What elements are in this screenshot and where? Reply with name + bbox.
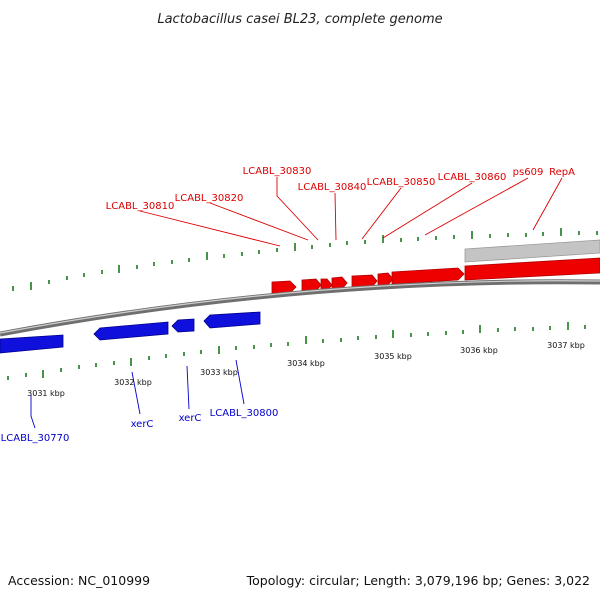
gene-arrow-LCABL-30810[interactable] <box>271 280 297 295</box>
gene-label-LCABL-30840[interactable]: LCABL_30840 <box>298 182 367 193</box>
gene-arrow-RepA[interactable] <box>464 257 600 281</box>
gene-arrow-ps609[interactable] <box>391 267 465 285</box>
gene-label-LCABL-30820[interactable]: LCABL_30820 <box>175 193 244 204</box>
tick-label-3034: 3034 kbp <box>287 359 325 368</box>
inner-tick-track <box>7 322 586 380</box>
gene-label-LCABL-30830[interactable]: LCABL_30830 <box>243 166 312 177</box>
gene-arrow-LCABL-30770[interactable] <box>0 334 64 354</box>
gene-arrow-xerC-2[interactable] <box>171 318 195 333</box>
gene-label-ps609[interactable]: ps609 <box>513 167 544 178</box>
gene-label-LCABL-30800[interactable]: LCABL_30800 <box>210 408 279 419</box>
forward-gene-track <box>271 257 600 295</box>
accession-text: Accession: NC_010999 <box>8 573 150 588</box>
gene-arrow-LCABL-30860[interactable] <box>377 272 394 287</box>
gene-arrow-LCABL-30820[interactable] <box>301 278 322 293</box>
gene-arrow-LCABL-30800[interactable] <box>203 311 261 329</box>
gene-label-LCABL-30770[interactable]: LCABL_30770 <box>1 433 70 444</box>
gene-label-RepA[interactable]: RepA <box>549 167 575 178</box>
genome-summary-text: Topology: circular; Length: 3,079,196 bp… <box>246 573 590 588</box>
gene-label-xerC-2[interactable]: xerC <box>179 413 202 424</box>
tick-label-3037: 3037 kbp <box>547 341 585 350</box>
reverse-leader-lines <box>30 359 245 429</box>
map-title: Lactobacillus casei BL23, complete genom… <box>157 12 442 27</box>
gene-arrow-LCABL-30850[interactable] <box>351 274 378 289</box>
gene-label-LCABL-30810[interactable]: LCABL_30810 <box>106 201 175 212</box>
scale-labels: 3031 kbp 3032 kbp 3033 kbp 3034 kbp 3035… <box>27 341 585 398</box>
gene-label-LCABL-30860[interactable]: LCABL_30860 <box>438 172 507 183</box>
pseudogene-feature[interactable] <box>464 239 600 263</box>
tick-label-3033: 3033 kbp <box>200 368 238 377</box>
gene-arrow-xerC-1[interactable] <box>93 321 169 341</box>
gene-label-LCABL-30850[interactable]: LCABL_30850 <box>367 177 436 188</box>
reverse-gene-labels: LCABL_30770 xerC xerC LCABL_30800 <box>1 408 279 444</box>
tick-label-3036: 3036 kbp <box>460 346 498 355</box>
forward-leader-lines <box>139 177 563 247</box>
tick-label-3035: 3035 kbp <box>374 352 412 361</box>
gene-label-xerC-1[interactable]: xerC <box>131 419 154 430</box>
genome-backbone <box>0 279 600 337</box>
tick-label-3031: 3031 kbp <box>27 389 65 398</box>
forward-gene-labels: LCABL_30810 LCABL_30820 LCABL_30830 LCAB… <box>106 166 575 212</box>
reverse-gene-track <box>0 311 261 354</box>
outer-tick-track <box>12 228 598 291</box>
tick-label-3032: 3032 kbp <box>114 378 152 387</box>
backbone-highlight <box>0 280 600 334</box>
